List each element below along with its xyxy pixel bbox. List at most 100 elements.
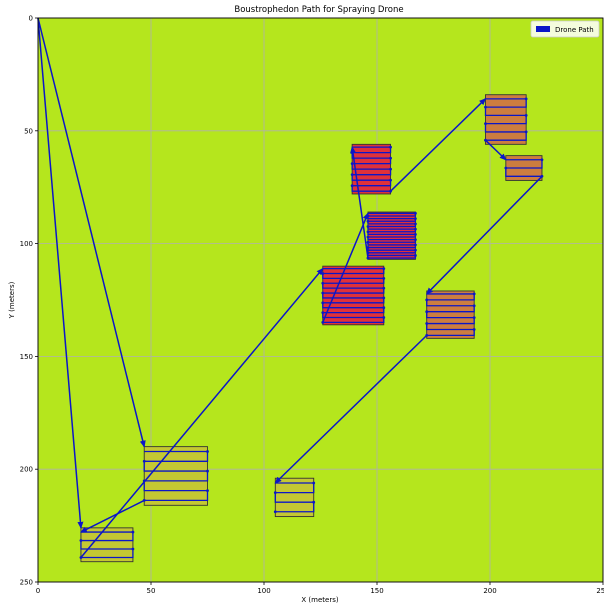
- pass-marker-D: [382, 267, 386, 271]
- pass-marker-E: [414, 222, 417, 226]
- pass-marker-E: [414, 248, 417, 252]
- y-tick-label: 250: [20, 579, 33, 587]
- pass-marker-A: [131, 530, 135, 534]
- y-tick-label: 150: [20, 353, 33, 361]
- transit-arrow: [484, 139, 507, 161]
- pass-marker-G: [425, 310, 429, 314]
- pass-marker-G: [425, 298, 429, 302]
- transit-arrow: [80, 499, 145, 533]
- pass-marker-E: [366, 219, 370, 223]
- pass-marker-C: [312, 481, 316, 485]
- spray-zone-B: [143, 446, 208, 506]
- spray-zone-D: [322, 265, 385, 326]
- pass-marker-H: [524, 113, 528, 117]
- pass-marker-C: [273, 510, 277, 514]
- zone-passes-G: [426, 293, 475, 337]
- x-tick-label: 50: [147, 587, 156, 595]
- pass-marker-D: [321, 291, 325, 295]
- pass-marker-C: [312, 500, 316, 504]
- pass-marker-D: [382, 296, 386, 300]
- pass-marker-D: [321, 311, 325, 314]
- pass-marker-F: [389, 156, 392, 160]
- transit-arrow: [80, 267, 324, 558]
- pass-marker-D: [321, 272, 325, 275]
- pass-marker-H: [524, 130, 528, 134]
- pass-marker-E: [366, 240, 370, 244]
- spray-zone-G: [426, 290, 475, 339]
- pass-marker-F: [350, 173, 354, 177]
- pass-marker-B: [206, 450, 209, 453]
- pass-marker-E: [414, 243, 417, 247]
- pass-marker-A: [131, 547, 135, 551]
- pass-marker-E: [414, 211, 417, 215]
- pass-marker-D: [382, 286, 386, 290]
- y-tick-label: 50: [24, 127, 33, 135]
- pass-marker-I: [504, 166, 508, 170]
- pass-marker-D: [321, 281, 325, 285]
- plot-area: 050100150200250050100150200250: [20, 15, 604, 596]
- transit-arrow: [390, 98, 487, 192]
- pass-marker-E: [414, 227, 417, 231]
- pass-marker-D: [382, 316, 386, 319]
- pass-marker-D: [382, 276, 386, 280]
- pass-marker-F: [389, 167, 392, 171]
- chart-title: Boustrophedon Path for Spraying Drone: [234, 5, 403, 15]
- x-tick-label: 100: [257, 587, 270, 595]
- pass-marker-D: [321, 301, 325, 305]
- pass-marker-B: [206, 469, 209, 473]
- pass-marker-G: [425, 322, 429, 325]
- y-axis-label: Y (meters): [8, 281, 16, 319]
- y-tick-label: 100: [20, 240, 33, 248]
- transit-arrow: [350, 146, 369, 259]
- zone-passes-F: [351, 146, 392, 192]
- legend-box: [530, 20, 600, 38]
- zone-passes-I: [505, 159, 543, 177]
- pass-marker-F: [350, 184, 354, 188]
- transit-arrow: [274, 334, 428, 484]
- x-tick-label: 0: [36, 587, 40, 595]
- zone-passes-B: [143, 450, 209, 502]
- pass-marker-E: [366, 235, 370, 239]
- pass-marker-D: [382, 306, 386, 310]
- legend: Drone Path: [530, 20, 600, 38]
- pass-marker-E: [414, 232, 417, 236]
- axes-frame: [37, 17, 604, 583]
- pass-marker-H: [484, 105, 487, 109]
- pass-marker-H: [524, 97, 528, 101]
- pass-marker-F: [350, 162, 354, 166]
- x-tick-label: 200: [483, 587, 496, 595]
- pass-marker-F: [389, 178, 392, 182]
- transit-arrow-origin: [37, 17, 146, 448]
- pass-marker-E: [414, 217, 417, 220]
- pass-marker-I: [540, 158, 544, 162]
- pass-marker-G: [472, 292, 476, 296]
- zone-passes-A: [80, 531, 134, 559]
- pass-marker-B: [206, 489, 209, 493]
- pass-marker-E: [414, 254, 417, 257]
- x-tick-label: 250: [596, 587, 604, 595]
- zone-passes-C: [274, 482, 315, 513]
- transit-arrow: [426, 175, 543, 295]
- transit-arrow-origin: [37, 17, 84, 529]
- spray-zone-A: [80, 527, 134, 563]
- pass-marker-H: [484, 122, 487, 126]
- spray-zone-C: [274, 477, 315, 518]
- y-tick-label: 0: [29, 15, 33, 23]
- pass-marker-E: [366, 225, 370, 228]
- transit-arrow: [322, 212, 369, 323]
- pass-marker-A: [79, 539, 83, 542]
- y-tick-label: 200: [20, 466, 33, 474]
- pass-marker-G: [472, 304, 476, 308]
- x-tick-label: 150: [370, 587, 383, 595]
- pass-marker-E: [366, 230, 370, 234]
- spray-zone-H: [485, 94, 527, 145]
- legend-swatch: [536, 26, 550, 32]
- x-axis-label: X (meters): [301, 596, 338, 604]
- legend-label: Drone Path: [555, 26, 594, 34]
- pass-marker-C: [273, 491, 277, 495]
- pass-marker-G: [472, 316, 476, 320]
- pass-marker-B: [142, 459, 146, 463]
- pass-marker-F: [389, 145, 392, 149]
- pass-marker-G: [472, 328, 476, 331]
